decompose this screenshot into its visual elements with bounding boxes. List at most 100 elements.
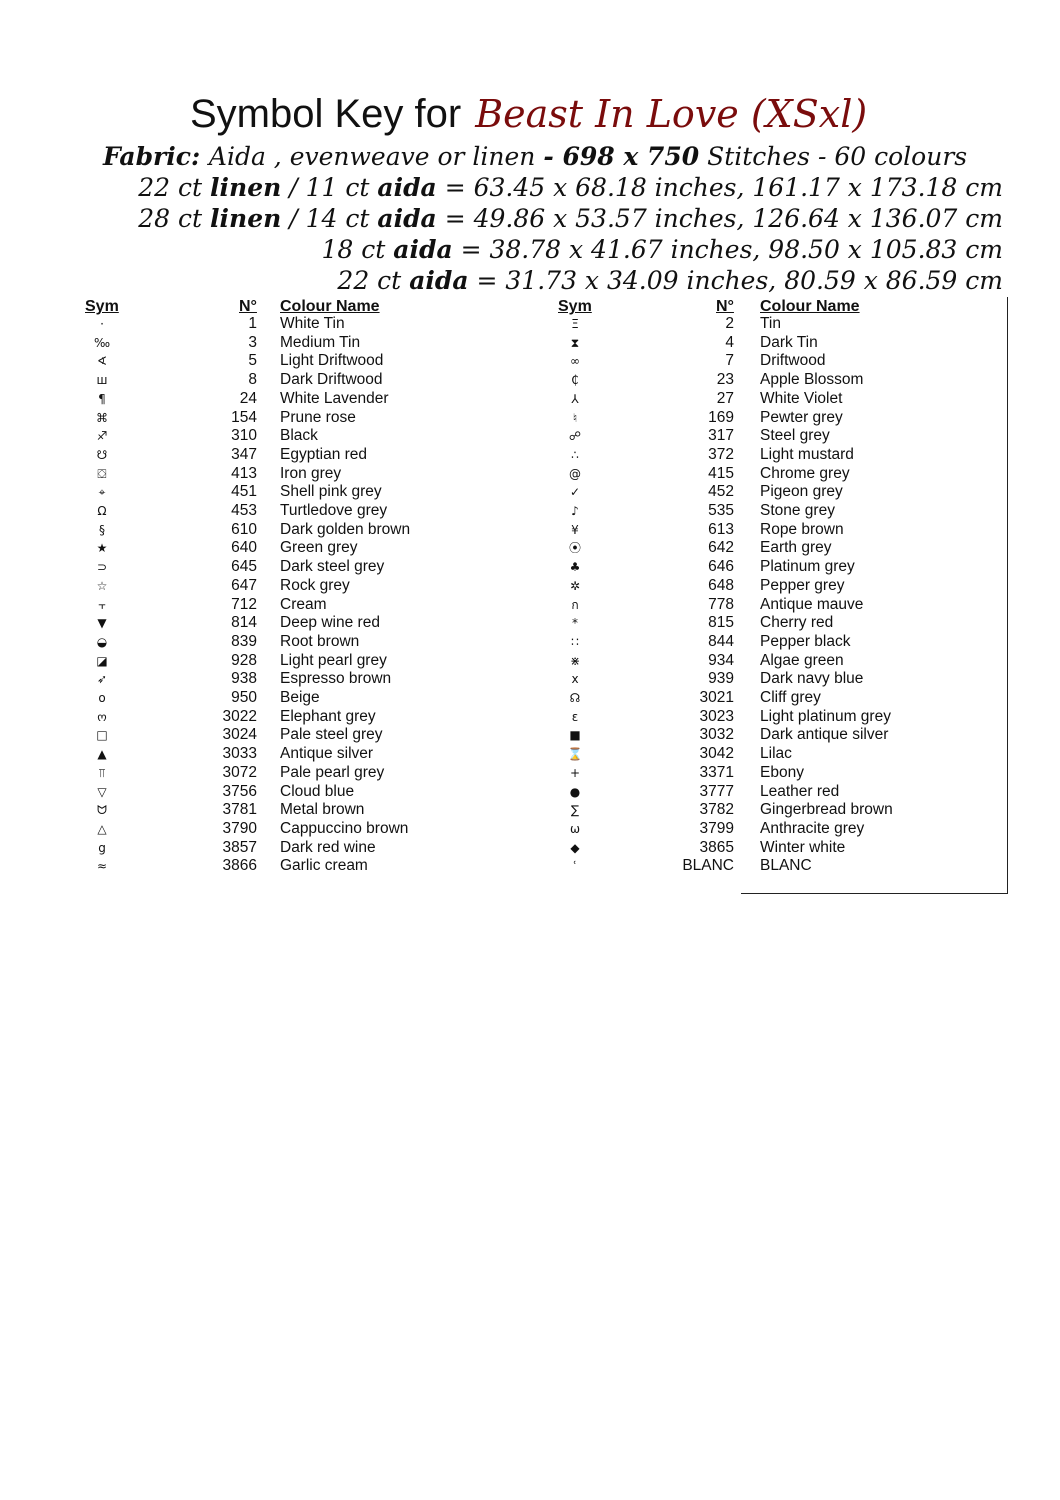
symbol: ⌖ <box>98 485 106 500</box>
symbol: + <box>569 765 581 780</box>
colour-name: Ebony <box>760 763 804 781</box>
fabric-text: = 31.73 x 34.09 inches, 80.59 x 86.59 cm <box>468 266 1004 295</box>
symbol: ¥ <box>571 522 579 537</box>
colour-number: 712 <box>231 595 257 613</box>
header-name-right: Colour Name <box>760 298 860 315</box>
colour-name: Gingerbread brown <box>760 801 893 819</box>
header-name: Colour Name <box>280 298 380 315</box>
symbol: ɛ <box>571 709 579 724</box>
colour-number: 5 <box>248 352 257 370</box>
colour-number: 645 <box>231 558 257 576</box>
colour-name: White Tin <box>280 315 345 332</box>
pattern-name: Beast In Love (XSxl) <box>475 92 868 136</box>
symbol: ◆ <box>570 840 580 855</box>
colour-name: Dark red wine <box>280 838 376 856</box>
symbol: ☋ <box>96 447 108 462</box>
symbol: ☍ <box>568 429 582 444</box>
colour-number: 3756 <box>222 782 257 800</box>
colour-number: 8 <box>248 371 257 389</box>
fabric-text: Aida , evenweave or linen <box>208 142 544 171</box>
colour-name: Garlic cream <box>280 857 368 875</box>
colour-name: Pigeon grey <box>760 483 843 501</box>
colour-number: 647 <box>231 576 257 594</box>
colour-name: Rock grey <box>280 576 350 594</box>
header-num: N° <box>239 298 257 315</box>
colour-name: White Lavender <box>280 389 389 407</box>
symbol: ∢ <box>96 354 108 369</box>
fabric-text: = 38.78 x 41.67 inches, 98.50 x 105.83 c… <box>452 235 1003 264</box>
colour-number: BLANC <box>682 857 734 875</box>
colour-number: 23 <box>716 371 734 389</box>
colour-number: 2 <box>725 315 734 332</box>
fabric-text: aida <box>409 266 469 295</box>
colour-name: Cliff grey <box>760 689 821 706</box>
colour-number: 3781 <box>222 801 257 819</box>
symbol: ⦿ <box>568 541 581 556</box>
symbol: ⌘ <box>96 410 108 425</box>
colour-number: 814 <box>231 614 257 632</box>
colour-name: Light Driftwood <box>280 352 384 370</box>
symbol: ▽ <box>97 784 107 799</box>
colour-number: 27 <box>716 389 734 407</box>
symbol: o <box>98 691 106 705</box>
fabric-text: aida <box>377 173 437 202</box>
symbol: x <box>571 672 579 687</box>
colour-name: Light pearl grey <box>280 651 387 669</box>
symbol: ✓ <box>569 485 581 500</box>
symbol: ⧗ <box>570 335 580 350</box>
symbol: □ <box>96 728 108 743</box>
colour-name: Chrome grey <box>760 464 850 482</box>
header-sym-right: Sym <box>558 298 592 315</box>
colour-number: 24 <box>239 389 257 407</box>
symbol: ⊃ <box>96 560 108 575</box>
fabric-text: 18 ct <box>321 235 394 264</box>
colour-name: White Violet <box>760 389 843 407</box>
colour-name: Pewter grey <box>760 408 843 426</box>
symbol: ⅄ <box>571 391 579 406</box>
colour-name: Dark steel grey <box>280 558 385 576</box>
colour-number: 3782 <box>699 801 734 819</box>
symbol: * <box>572 616 578 631</box>
fabric-text: = 49.86 x 53.57 inches, 126.64 x 136.07 … <box>436 204 1003 233</box>
colour-number: 613 <box>708 520 734 538</box>
colour-number: 839 <box>231 632 257 650</box>
colour-number: 347 <box>231 445 257 463</box>
table-border-bottom <box>741 893 1008 894</box>
colour-name: Cream <box>280 595 327 613</box>
colour-number: 4 <box>725 333 734 351</box>
colour-number: 928 <box>231 651 257 669</box>
colour-name: Metal brown <box>280 801 365 819</box>
header-sym: Sym <box>85 298 119 315</box>
colour-name: Light platinum grey <box>760 707 891 725</box>
colour-name: Antique mauve <box>760 595 864 613</box>
colour-name: Dark golden brown <box>280 520 411 538</box>
fabric-text: 22 ct <box>138 173 211 202</box>
symbol: ♣ <box>569 560 581 575</box>
symbol: ■ <box>569 728 581 743</box>
colour-number: 3072 <box>222 763 257 781</box>
colour-name: Rope brown <box>760 520 844 538</box>
colour-number: 934 <box>708 651 734 669</box>
colour-number: 646 <box>708 558 734 576</box>
colour-name: Steel grey <box>760 427 830 445</box>
colour-number: 3 <box>248 333 257 351</box>
symbol: ⌛ <box>567 747 583 762</box>
colour-name: Medium Tin <box>280 333 361 351</box>
colour-number: 938 <box>231 670 257 688</box>
fabric-text: 22 ct <box>337 266 410 295</box>
colour-number: 7 <box>725 352 734 370</box>
colour-name: Shell pink grey <box>280 483 382 501</box>
colour-number: 3866 <box>222 857 257 875</box>
symbol: ☊ <box>569 691 581 705</box>
symbol: ก <box>571 597 579 612</box>
symbol: ∞ <box>570 354 580 369</box>
colour-name: Algae green <box>760 651 844 669</box>
header-num-right: N° <box>716 298 734 315</box>
colour-number: 169 <box>708 408 734 426</box>
colour-name: Prune rose <box>280 408 356 426</box>
symbol: ⋇ <box>569 653 581 668</box>
colour-name: Pale pearl grey <box>280 763 385 781</box>
colour-name: Pale steel grey <box>280 726 383 744</box>
colour-number: 413 <box>231 464 257 482</box>
colour-name: Beige <box>280 689 320 706</box>
